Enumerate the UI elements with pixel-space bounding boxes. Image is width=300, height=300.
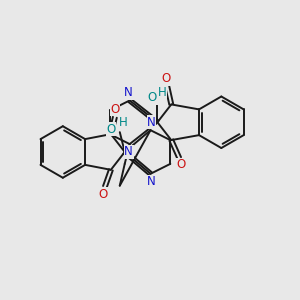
Text: O: O [148, 91, 157, 104]
Text: N: N [124, 146, 133, 158]
Text: O: O [98, 188, 108, 201]
Text: H: H [118, 116, 127, 129]
Text: H: H [158, 86, 167, 99]
Text: O: O [162, 72, 171, 85]
Text: N: N [147, 175, 156, 188]
Text: O: O [106, 123, 116, 136]
Text: O: O [177, 158, 186, 171]
Text: N: N [124, 86, 133, 99]
Text: O: O [110, 103, 119, 116]
Text: N: N [147, 116, 156, 129]
